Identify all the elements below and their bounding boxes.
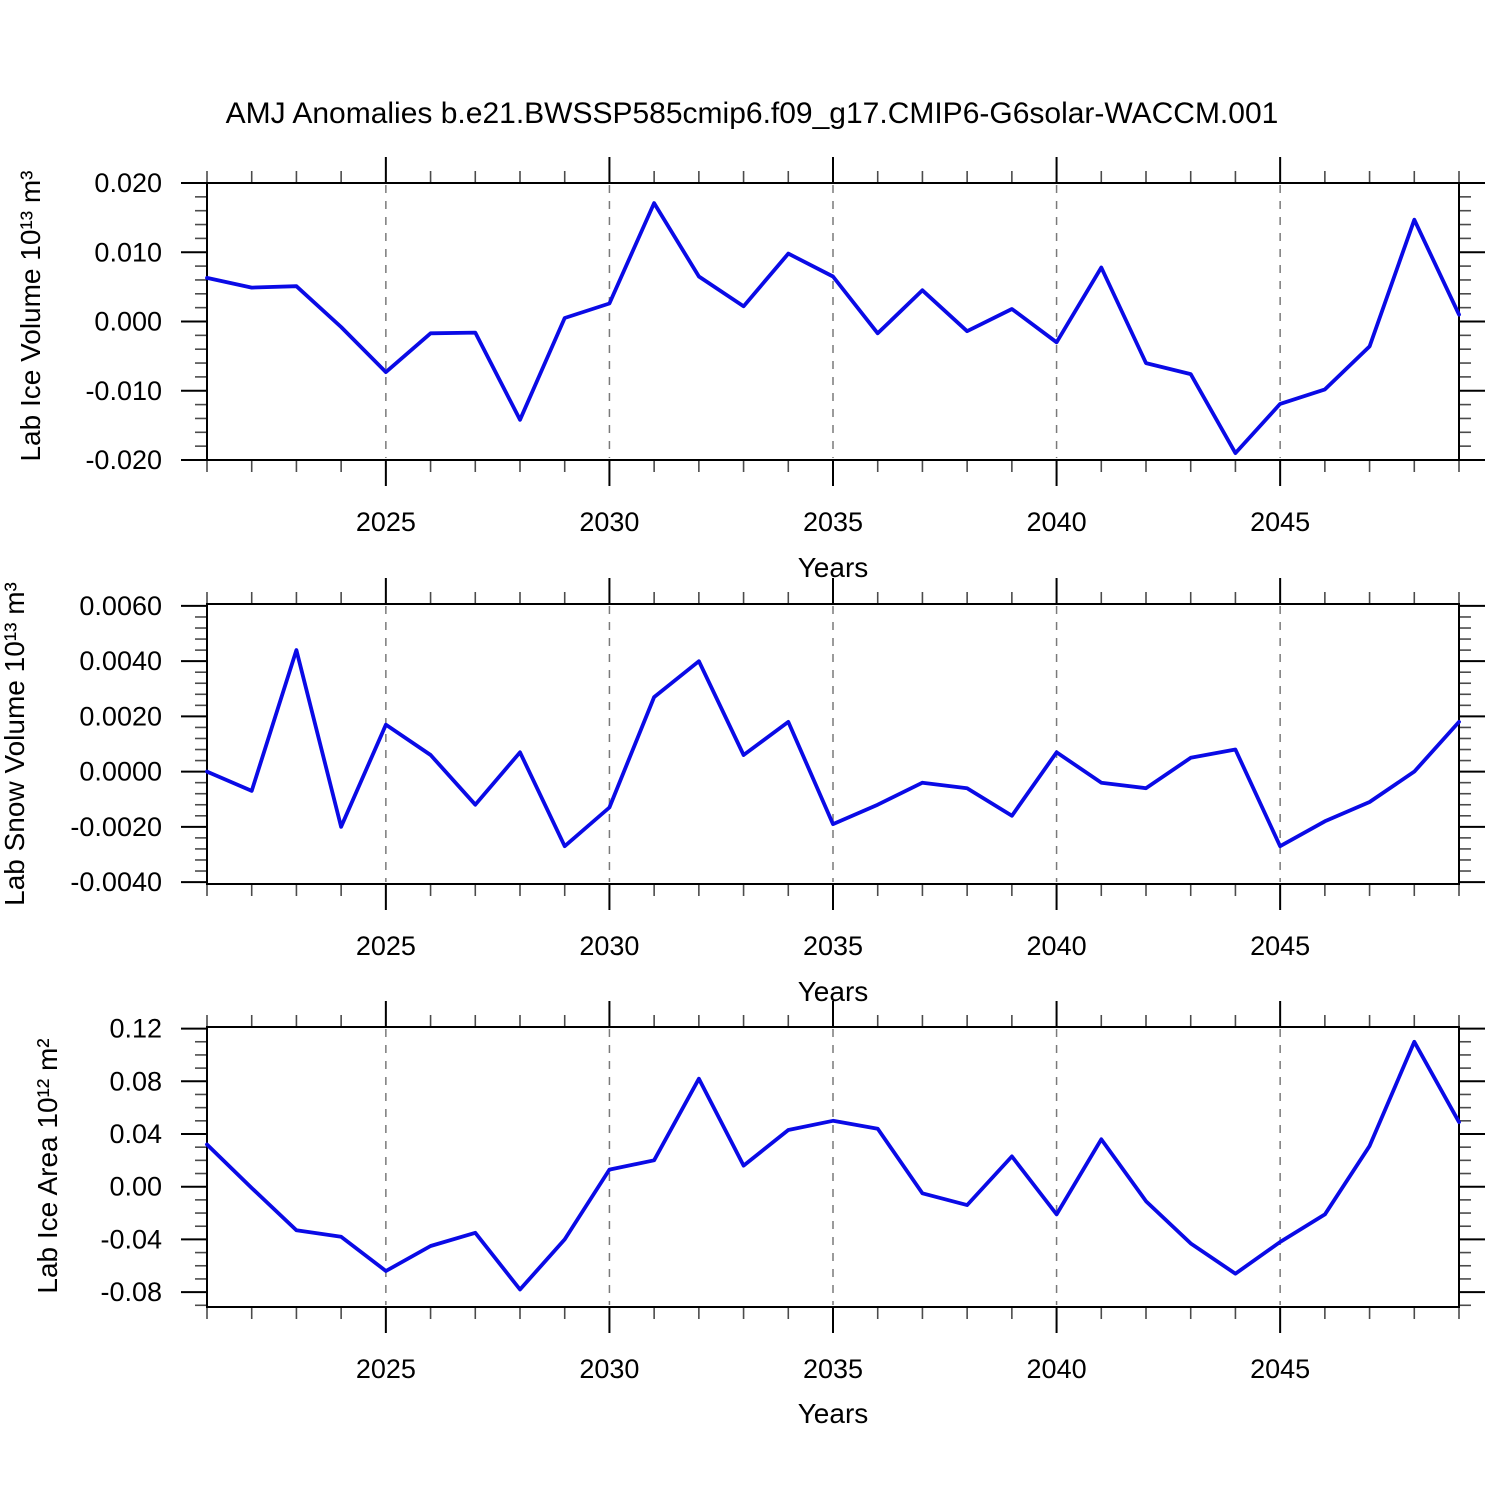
x-tick-label: 2025 — [356, 507, 416, 537]
data-line — [205, 201, 1461, 456]
plot-box — [206, 182, 1460, 461]
y-tick-label: -0.04 — [100, 1224, 162, 1254]
x-axis-title-chart3: Years — [797, 1398, 869, 1429]
plot-box — [206, 1026, 1460, 1308]
x-axis-title-chart1: Years — [797, 552, 869, 583]
y-tick-label: 0.0040 — [79, 646, 162, 676]
figure-title: AMJ Anomalies b.e21.BWSSP585cmip6.f09_g1… — [225, 97, 1279, 130]
x-tick-label: 2030 — [579, 507, 639, 537]
y-tick-label: -0.0020 — [70, 812, 162, 842]
y-axis-title-ice-area: Lab Ice Area 10¹² m² — [32, 1038, 63, 1294]
x-tick-label: 2035 — [803, 931, 863, 961]
x-tick-label: 2045 — [1250, 507, 1310, 537]
y-tick-label: 0.0000 — [79, 757, 162, 787]
y-axis-title-snow-volume: Lab Snow Volume 10¹³ m³ — [0, 582, 30, 906]
y-tick-label: 0.08 — [109, 1066, 162, 1096]
y-tick-label: 0.04 — [109, 1119, 162, 1149]
y-tick-label: 0.010 — [94, 237, 162, 267]
y-tick-label: -0.020 — [85, 445, 162, 475]
y-tick-label: 0.0060 — [79, 591, 162, 621]
plot-box — [206, 603, 1460, 885]
x-tick-label: 2045 — [1250, 1354, 1310, 1384]
x-tick-label: 2025 — [356, 931, 416, 961]
y-tick-label: 0.12 — [109, 1014, 162, 1044]
x-tick-label: 2025 — [356, 1354, 416, 1384]
x-tick-label: 2045 — [1250, 931, 1310, 961]
y-axis-title-ice-volume: Lab Ice Volume 10¹³ m³ — [15, 170, 46, 462]
x-tick-label: 2030 — [579, 1354, 639, 1384]
x-tick-label: 2040 — [1027, 1354, 1087, 1384]
x-tick-label: 2040 — [1027, 507, 1087, 537]
y-tick-label: 0.00 — [109, 1172, 162, 1202]
y-tick-label: 0.0020 — [79, 701, 162, 731]
y-tick-label: 0.020 — [94, 168, 162, 198]
y-tick-label: -0.010 — [85, 376, 162, 406]
y-tick-label: -0.08 — [100, 1277, 162, 1307]
x-tick-label: 2030 — [579, 931, 639, 961]
y-tick-label: 0.000 — [94, 307, 162, 337]
x-tick-label: 2035 — [803, 507, 863, 537]
y-tick-label: -0.0040 — [70, 867, 162, 897]
x-axis-title-chart2: Years — [797, 976, 869, 1007]
x-tick-label: 2040 — [1027, 931, 1087, 961]
data-line — [205, 1039, 1461, 1292]
data-line — [205, 648, 1461, 849]
x-tick-label: 2035 — [803, 1354, 863, 1384]
